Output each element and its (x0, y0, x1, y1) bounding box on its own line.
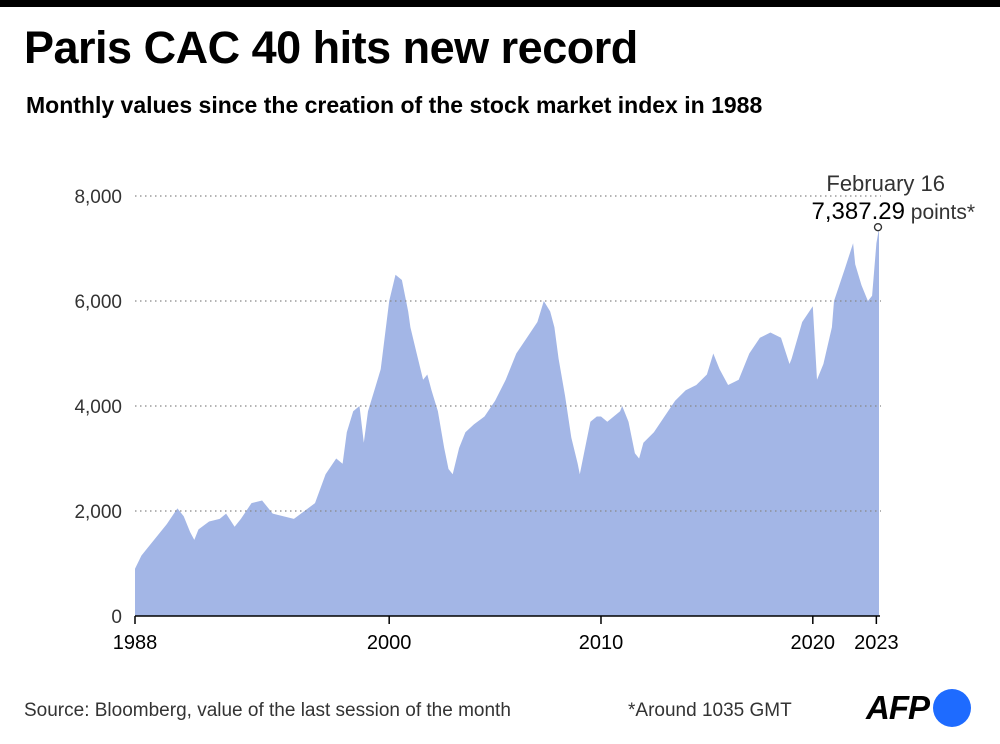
afp-logo: AFP (866, 688, 971, 728)
x-tick-label: 2000 (367, 632, 412, 654)
annotation-value: 7,387.29 points* (812, 198, 975, 225)
record-marker (873, 222, 883, 232)
x-tick-label: 2023 (854, 632, 899, 654)
x-tick-label: 2010 (579, 632, 624, 654)
chart: 0 2,000 4,000 6,000 8,000 1988 2000 2010 2020 202… (74, 171, 975, 654)
x-tick-label: 1988 (113, 632, 158, 654)
x-tick-label: 2020 (791, 632, 836, 654)
annotation-value-unit: points* (905, 201, 975, 224)
footnote: *Around 1035 GMT (628, 700, 792, 721)
top-bar (0, 0, 1000, 7)
annotation-value-number: 7,387.29 (812, 198, 905, 225)
logo-dot-icon (933, 689, 971, 727)
y-tick-label: 8,000 (74, 187, 122, 208)
source-note: Source: Bloomberg, value of the last ses… (24, 700, 511, 721)
logo-text: AFP (866, 689, 930, 726)
y-tick-label: 2,000 (74, 502, 122, 523)
y-tick-label: 4,000 (74, 397, 122, 418)
area-series (135, 228, 879, 616)
page-title: Paris CAC 40 hits new record (24, 22, 638, 73)
y-tick-label: 0 (111, 607, 122, 628)
y-tick-label: 6,000 (74, 292, 122, 313)
page-subtitle: Monthly values since the creation of the… (26, 92, 763, 118)
annotation-date: February 16 (826, 171, 945, 196)
